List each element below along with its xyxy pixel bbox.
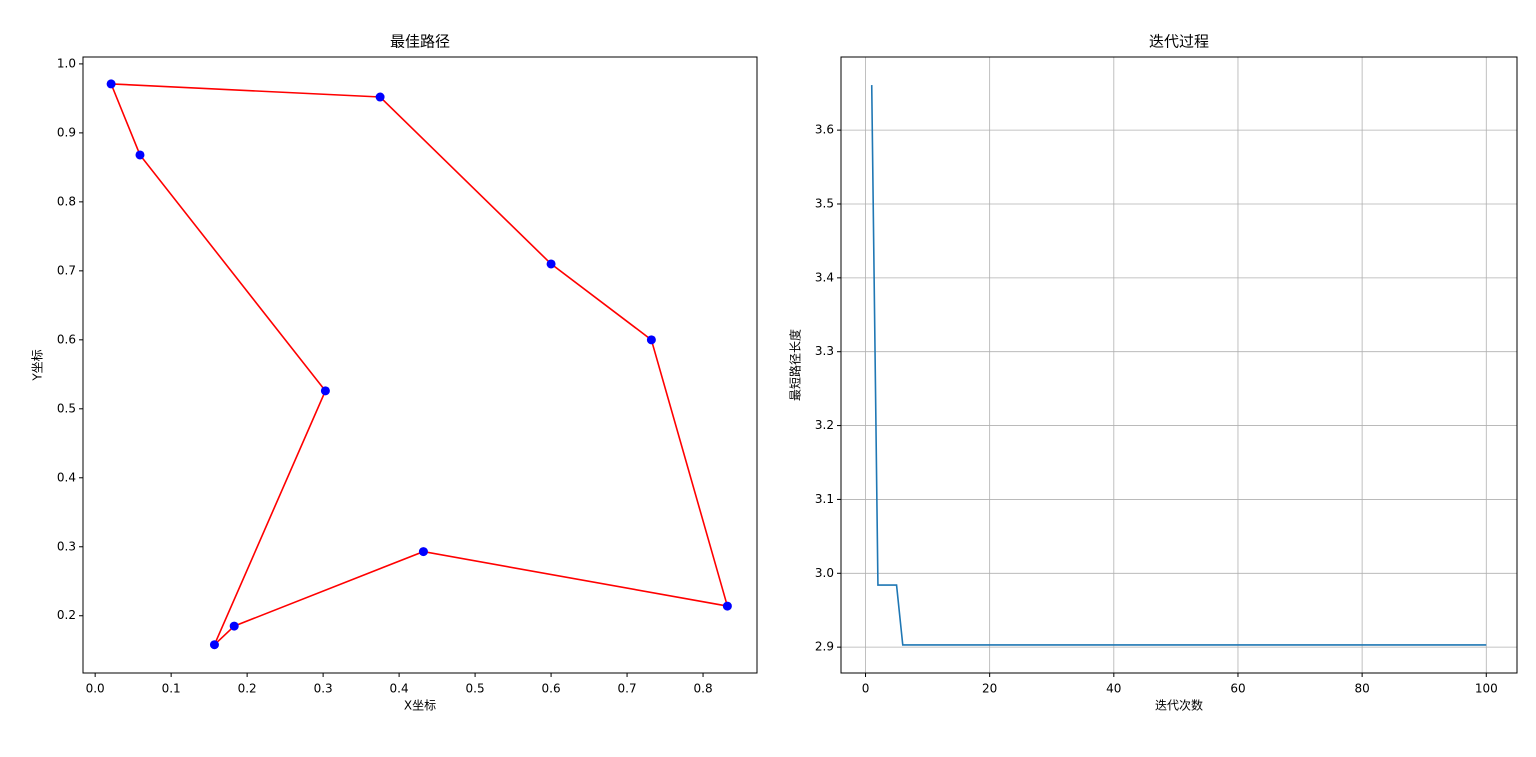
x-tick-label: 40 xyxy=(1106,682,1121,696)
y-axis-label: Y坐标 xyxy=(31,349,45,381)
y-tick-label: 3.4 xyxy=(815,270,834,284)
y-tick-label: 3.3 xyxy=(815,344,834,358)
y-tick-label: 0.3 xyxy=(57,539,76,553)
x-tick-label: 20 xyxy=(982,682,997,696)
x-tick-label: 60 xyxy=(1230,682,1245,696)
y-tick-label: 2.9 xyxy=(815,640,834,654)
convergence-line xyxy=(870,85,1487,646)
city-point xyxy=(646,335,656,345)
x-axis-label: X坐标 xyxy=(404,699,436,713)
x-tick-label: 0.1 xyxy=(162,682,181,696)
city-point xyxy=(209,640,219,650)
city-point xyxy=(135,150,145,160)
city-point xyxy=(229,621,239,631)
x-tick-label: 0.0 xyxy=(86,682,105,696)
city-point xyxy=(418,547,428,557)
axes-frame xyxy=(840,56,1518,674)
y-tick-label: 1.0 xyxy=(57,56,76,70)
y-tick-label: 0.7 xyxy=(57,263,76,277)
y-tick-label: 3.2 xyxy=(815,418,834,432)
x-tick-label: 0.4 xyxy=(390,682,409,696)
axes-frame xyxy=(82,56,758,674)
chart-title: 迭代过程 xyxy=(1149,33,1209,51)
y-tick-label: 3.1 xyxy=(815,492,834,506)
city-point xyxy=(106,79,116,89)
y-tick-label: 3.5 xyxy=(815,196,834,210)
route-line xyxy=(109,83,729,646)
x-tick-label: 0.5 xyxy=(466,682,485,696)
city-point xyxy=(546,259,556,269)
y-axis-label: 最短路径长度 xyxy=(788,329,803,401)
y-tick-label: 3.6 xyxy=(815,123,834,137)
chart-title: 最佳路径 xyxy=(390,33,450,51)
x-tick-label: 0.7 xyxy=(618,682,637,696)
x-tick-label: 80 xyxy=(1354,682,1369,696)
y-tick-label: 0.6 xyxy=(57,332,76,346)
y-tick-label: 3.0 xyxy=(815,566,834,580)
x-tick-label: 0 xyxy=(862,682,870,696)
city-point xyxy=(320,386,330,396)
x-axis-label: 迭代次数 xyxy=(1155,698,1203,713)
x-tick-label: 0.3 xyxy=(314,682,333,696)
city-point xyxy=(722,601,732,611)
x-tick-label: 0.2 xyxy=(238,682,257,696)
y-tick-label: 0.2 xyxy=(57,608,76,622)
city-point xyxy=(375,92,385,102)
y-tick-label: 0.9 xyxy=(57,125,76,139)
y-tick-label: 0.4 xyxy=(57,470,76,484)
x-tick-label: 0.8 xyxy=(694,682,713,696)
x-tick-label: 0.6 xyxy=(542,682,561,696)
x-tick-label: 100 xyxy=(1475,682,1498,696)
y-tick-label: 0.5 xyxy=(57,401,76,415)
y-tick-label: 0.8 xyxy=(57,194,76,208)
